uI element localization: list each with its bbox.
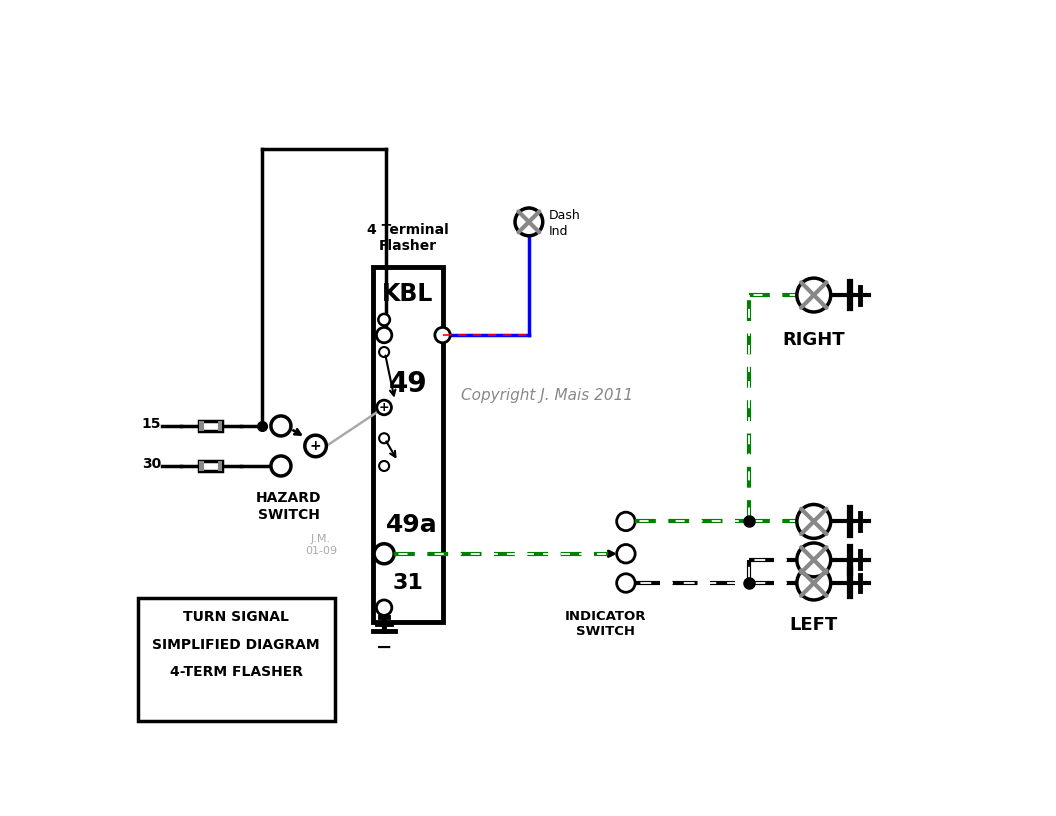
Circle shape	[376, 600, 392, 615]
Text: SIMPLIFIED DIAGRAM: SIMPLIFIED DIAGRAM	[152, 637, 320, 652]
Circle shape	[379, 433, 389, 443]
Text: 30: 30	[142, 458, 162, 472]
Text: 15: 15	[142, 418, 162, 432]
Text: 49: 49	[389, 370, 428, 398]
Text: Copyright J. Mais 2011: Copyright J. Mais 2011	[460, 388, 633, 402]
Text: HAZARD
SWITCH: HAZARD SWITCH	[256, 491, 321, 521]
Circle shape	[305, 435, 326, 457]
Bar	[218, 461, 223, 471]
FancyBboxPatch shape	[374, 268, 442, 622]
Circle shape	[617, 512, 635, 530]
Circle shape	[376, 327, 392, 343]
Circle shape	[435, 327, 450, 343]
Circle shape	[617, 544, 635, 563]
Bar	[200, 421, 204, 431]
Circle shape	[617, 574, 635, 592]
Text: 4 Terminal
Flasher: 4 Terminal Flasher	[367, 224, 449, 254]
Circle shape	[515, 208, 543, 236]
Text: 49a: 49a	[385, 513, 438, 537]
FancyBboxPatch shape	[138, 597, 335, 721]
Circle shape	[797, 543, 831, 577]
Text: Dash: Dash	[549, 209, 581, 222]
Text: −: −	[376, 638, 393, 657]
Text: +: +	[379, 401, 390, 414]
Text: KBL: KBL	[382, 282, 434, 306]
Circle shape	[797, 504, 831, 539]
Circle shape	[378, 314, 390, 326]
Text: INDICATOR
SWITCH: INDICATOR SWITCH	[565, 610, 646, 638]
Text: 4-TERM FLASHER: 4-TERM FLASHER	[170, 665, 303, 680]
Circle shape	[797, 566, 831, 600]
Text: TURN SIGNAL: TURN SIGNAL	[184, 610, 289, 624]
Circle shape	[377, 400, 392, 415]
Circle shape	[379, 461, 389, 471]
Text: RIGHT: RIGHT	[782, 330, 845, 348]
Bar	[200, 461, 204, 471]
Bar	[200, 421, 223, 431]
Circle shape	[374, 543, 394, 564]
Text: LEFT: LEFT	[790, 616, 837, 634]
Bar	[218, 421, 223, 431]
Text: Ind: Ind	[549, 224, 568, 237]
Text: +: +	[309, 439, 321, 453]
Text: J.M.
01-09: J.M. 01-09	[305, 534, 337, 556]
Text: 31: 31	[393, 573, 423, 593]
Circle shape	[271, 416, 291, 436]
Circle shape	[379, 347, 389, 357]
Circle shape	[271, 456, 291, 476]
Circle shape	[797, 278, 831, 312]
Bar	[200, 461, 223, 471]
